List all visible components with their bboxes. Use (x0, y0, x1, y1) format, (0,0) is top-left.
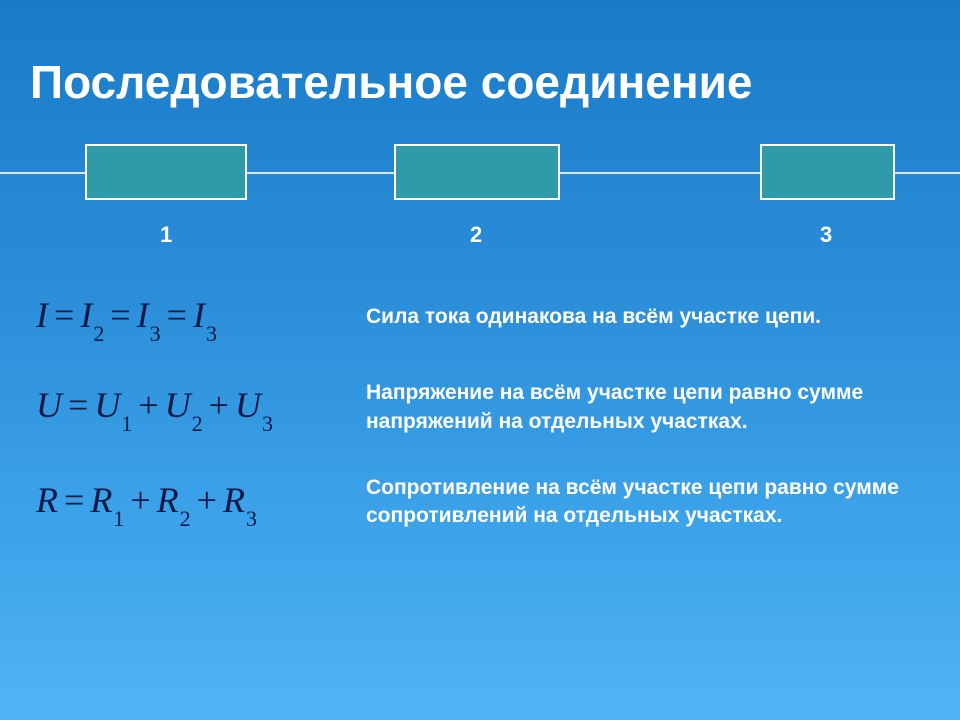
resistor-block (85, 144, 247, 200)
formula-row: U=U1+U2+U3Напряжение на всём участке цеп… (0, 379, 960, 436)
slide-title: Последовательное соединение (0, 0, 960, 109)
formula: U=U1+U2+U3 (36, 384, 366, 431)
circuit-wire (247, 172, 394, 174)
resistor-block (760, 144, 895, 200)
formula: R=R1+R2+R3 (36, 479, 366, 526)
formula-row: I=I2=I3=I3Сила тока одинакова на всём уч… (0, 294, 960, 341)
formula-description: Сопротивление на всём участке цепи равно… (366, 474, 906, 531)
resistor-label: 3 (820, 222, 832, 248)
circuit-wire (895, 172, 960, 174)
formula-row: R=R1+R2+R3Сопротивление на всём участке … (0, 474, 960, 531)
formula-rows: I=I2=I3=I3Сила тока одинакова на всём уч… (0, 294, 960, 531)
resistor-label: 1 (160, 222, 172, 248)
resistor-block (394, 144, 560, 200)
circuit-wire (560, 172, 760, 174)
formula-description: Напряжение на всём участке цепи равно су… (366, 379, 906, 436)
formula-description: Сила тока одинакова на всём участке цепи… (366, 303, 821, 331)
resistor-label: 2 (470, 222, 482, 248)
circuit-wire (0, 172, 85, 174)
formula: I=I2=I3=I3 (36, 294, 366, 341)
series-circuit-diagram: 1 2 3 (0, 144, 960, 264)
